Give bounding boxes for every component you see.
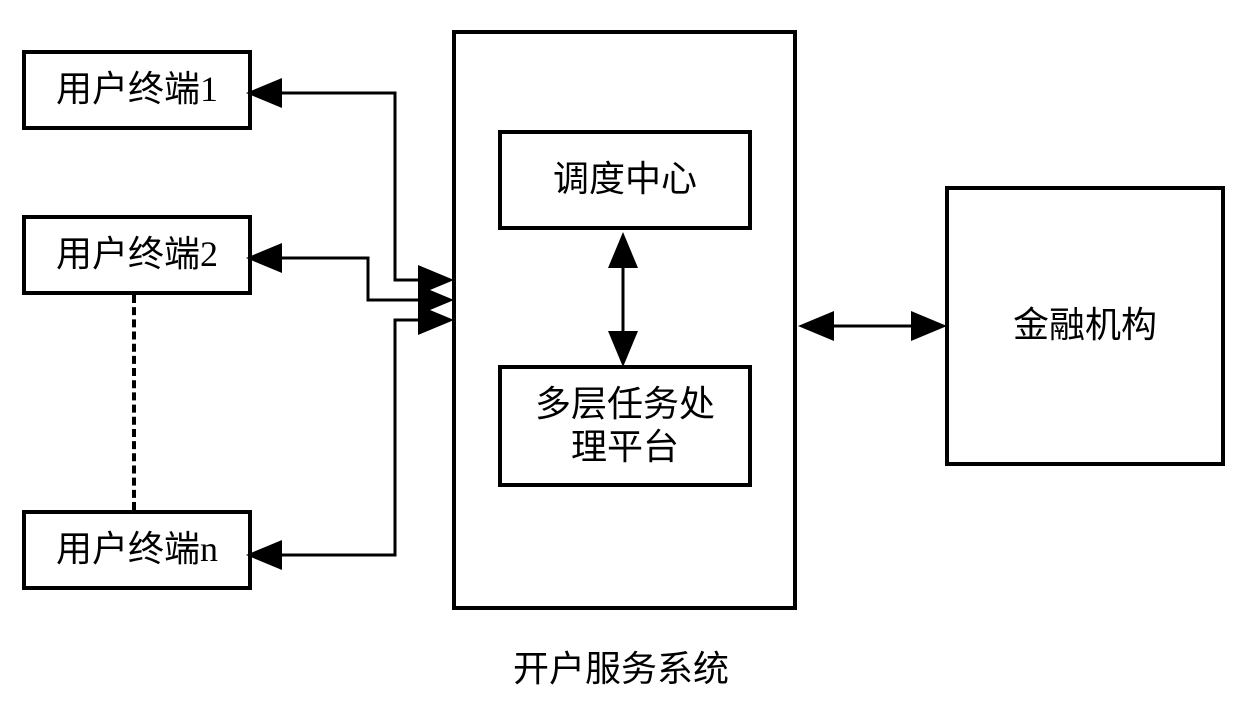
arrows-svg bbox=[0, 0, 1240, 707]
arrow-t1-to-system bbox=[252, 93, 448, 280]
arrow-tn-to-system bbox=[252, 320, 448, 555]
